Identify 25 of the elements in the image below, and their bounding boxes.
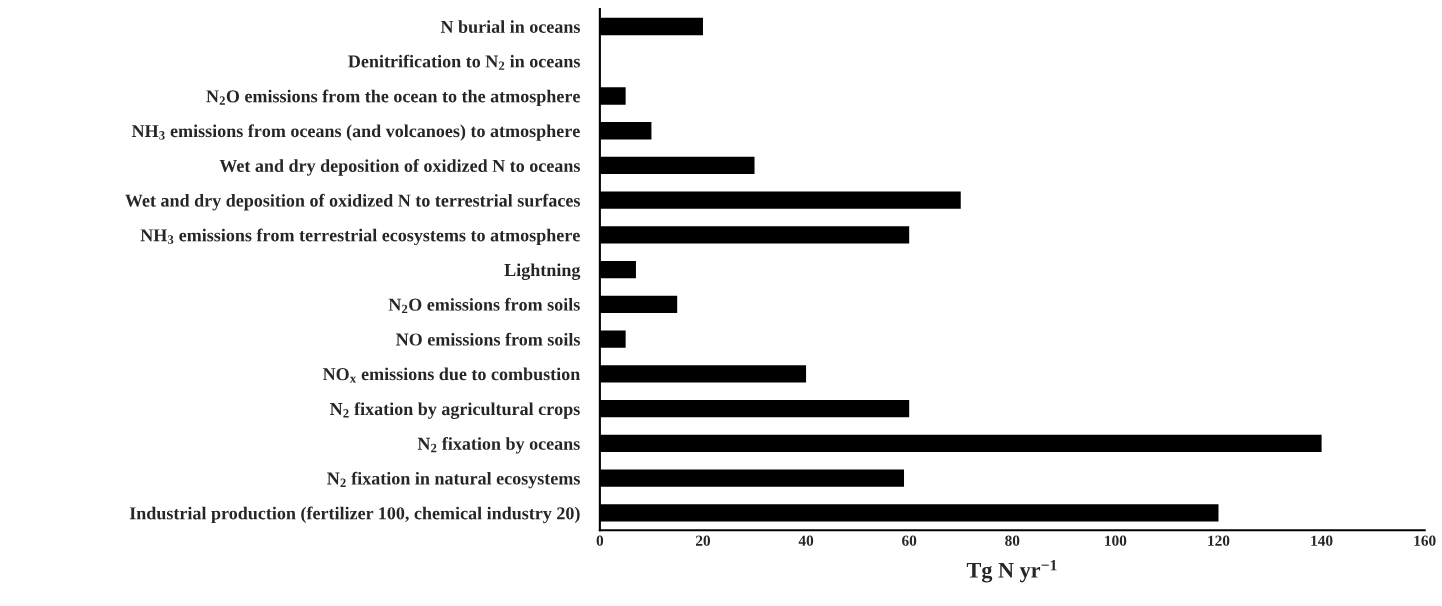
- y-tick-label: N$_{2}$O emissions from soils: [388, 297, 580, 314]
- x-tick-label: 80: [1005, 535, 1020, 546]
- y-tick-label: N burial in oceans: [440, 20, 580, 33]
- x-tick-label: 0: [596, 535, 604, 546]
- y-tick-label: Wet and dry deposition of oxidized N to oceans: [219, 159, 580, 176]
- y-tick-label: Denitrification to N$_{2}$ in oceans: [348, 54, 580, 70]
- y-tick-label: NH$_{3}$ emissions from terrestrial ecosystems to atmosphere: [140, 228, 580, 246]
- y-tick-label: NO emissions from soils: [396, 332, 580, 346]
- x-tick-label: 20: [695, 535, 711, 546]
- y-tick-label: NH$_{3}$ emissions from oceans (and volcanoes) to atmosphere: [131, 124, 580, 141]
- y-tick-label: Industrial production (fertilizer 100, chemical industry 20): [129, 506, 580, 524]
- x-tick-label: 60: [902, 535, 917, 546]
- x-tick-label: 120: [1208, 535, 1230, 546]
- y-tick-label: Lightning: [504, 263, 581, 280]
- y-tick-label: N$_{2}$O emissions from the ocean to the atmosphere: [206, 89, 580, 107]
- x-tick-label: 40: [798, 535, 814, 546]
- y-tick-label: NO$_{x}$ emissions due to combustion: [322, 367, 580, 383]
- x-axis-title: Tg N yr$^{−1}$: [966, 560, 1057, 583]
- x-tick-label: 160: [1414, 535, 1436, 546]
- y-tick-label: N$_{2}$ fixation by agricultural crops: [329, 402, 580, 419]
- x-tick-label: 100: [1105, 535, 1127, 546]
- x-tick-label: 140: [1311, 535, 1333, 546]
- y-tick-label: N$_{2}$ fixation in natural ecosystems: [327, 471, 580, 489]
- y-tick-label: N$_{2}$ fixation by oceans: [417, 436, 580, 454]
- y-tick-label: Wet and dry deposition of oxidized N to terrestrial surfaces: [125, 193, 580, 211]
